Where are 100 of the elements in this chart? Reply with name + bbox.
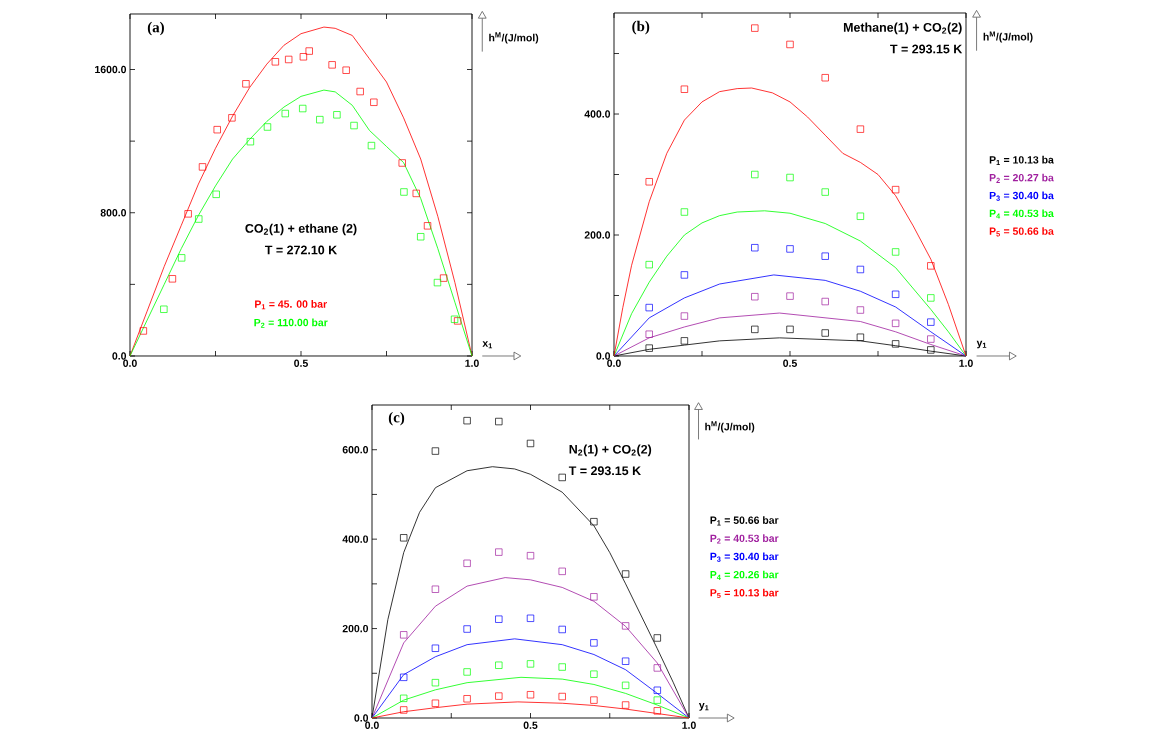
point xyxy=(558,625,566,634)
point xyxy=(400,706,408,714)
text: P$_{5}$ = 50.66 ba xyxy=(989,227,1054,237)
point xyxy=(412,189,420,198)
text: P$_{1}$ = 10.13 ba xyxy=(989,155,1054,166)
point xyxy=(198,163,207,171)
point xyxy=(927,318,935,326)
point xyxy=(350,121,358,130)
point xyxy=(526,691,535,699)
x-axis-title: y$_{1}$ xyxy=(976,340,987,349)
point xyxy=(891,319,900,327)
point xyxy=(184,210,192,218)
point xyxy=(751,293,759,301)
point xyxy=(400,188,408,196)
point xyxy=(356,87,364,96)
point xyxy=(463,559,471,567)
point xyxy=(431,644,440,652)
point xyxy=(160,305,168,313)
point xyxy=(645,330,653,338)
y-tick-label: 0.0 xyxy=(112,352,127,360)
point xyxy=(400,631,408,639)
point xyxy=(786,292,794,300)
chart-title: (b) xyxy=(632,20,650,35)
point xyxy=(558,692,566,701)
point xyxy=(370,98,378,106)
x-tick-label: 1.0 xyxy=(959,359,973,367)
point xyxy=(786,325,794,334)
x-tick-label: 0.5 xyxy=(783,359,797,367)
point xyxy=(645,303,653,312)
point xyxy=(590,670,598,678)
annotation: T = 293.15 K xyxy=(890,44,963,54)
text: P$_{3}$ = 30.40 bar xyxy=(710,552,779,562)
x-axis-title: y$_{1}$ xyxy=(698,703,709,711)
point xyxy=(645,344,653,352)
point xyxy=(168,275,177,283)
point xyxy=(431,679,440,687)
point xyxy=(856,212,865,220)
point xyxy=(271,58,279,66)
point xyxy=(621,681,630,689)
point xyxy=(621,657,630,665)
point xyxy=(590,639,598,647)
point xyxy=(285,55,293,64)
point xyxy=(433,278,442,287)
point xyxy=(927,335,935,343)
point xyxy=(821,297,829,306)
point xyxy=(621,622,630,630)
point xyxy=(526,552,535,560)
point xyxy=(212,190,220,198)
point xyxy=(680,312,689,320)
point xyxy=(213,126,221,134)
x-tick-label: 0.0 xyxy=(123,359,137,367)
point xyxy=(751,244,759,252)
point xyxy=(786,40,794,49)
point xyxy=(653,634,661,642)
point xyxy=(751,24,759,32)
point xyxy=(653,686,661,694)
point xyxy=(281,109,289,118)
point xyxy=(526,660,535,668)
y-tick-label: 800.0 xyxy=(100,209,127,217)
point xyxy=(342,66,350,74)
y-tick-label: 1600.0 xyxy=(95,65,127,74)
chart-title: (a) xyxy=(147,21,164,36)
point xyxy=(927,346,935,354)
point xyxy=(305,47,313,55)
point xyxy=(139,327,147,335)
point xyxy=(246,138,255,146)
point xyxy=(495,692,503,700)
annotation: T = 293.15 K xyxy=(568,466,641,476)
point xyxy=(299,53,308,61)
point xyxy=(178,254,186,262)
point xyxy=(450,315,459,323)
point xyxy=(621,570,630,578)
point xyxy=(653,707,661,715)
annotation: N$_{2}$(1) + CO$_{2}$(2) xyxy=(569,444,652,457)
line-series xyxy=(371,638,690,719)
point xyxy=(242,80,250,88)
x-tick-label: 1.0 xyxy=(682,721,696,729)
text: P$_{1}$ = 45. 00 bar xyxy=(255,300,327,310)
point xyxy=(333,111,341,119)
point xyxy=(398,159,406,167)
point xyxy=(645,261,653,269)
y-tick-label: 600.0 xyxy=(342,446,369,454)
point xyxy=(558,663,566,671)
point xyxy=(417,233,425,241)
point xyxy=(821,188,829,196)
y-tick-label: 400.0 xyxy=(342,535,369,543)
x-tick-label: 0.5 xyxy=(294,359,308,367)
annotation: CO$_{2}$(1) + ethane (2) xyxy=(245,223,357,236)
annotation: T = 272.10 K xyxy=(264,245,338,255)
point xyxy=(439,274,448,282)
point xyxy=(680,208,689,216)
point xyxy=(558,473,566,482)
point xyxy=(495,417,503,426)
point xyxy=(821,252,829,260)
y-tick-label: 400.0 xyxy=(584,110,611,118)
point xyxy=(463,417,471,425)
point xyxy=(558,567,566,575)
point xyxy=(495,661,503,669)
point xyxy=(431,447,440,455)
line-series xyxy=(371,577,690,719)
